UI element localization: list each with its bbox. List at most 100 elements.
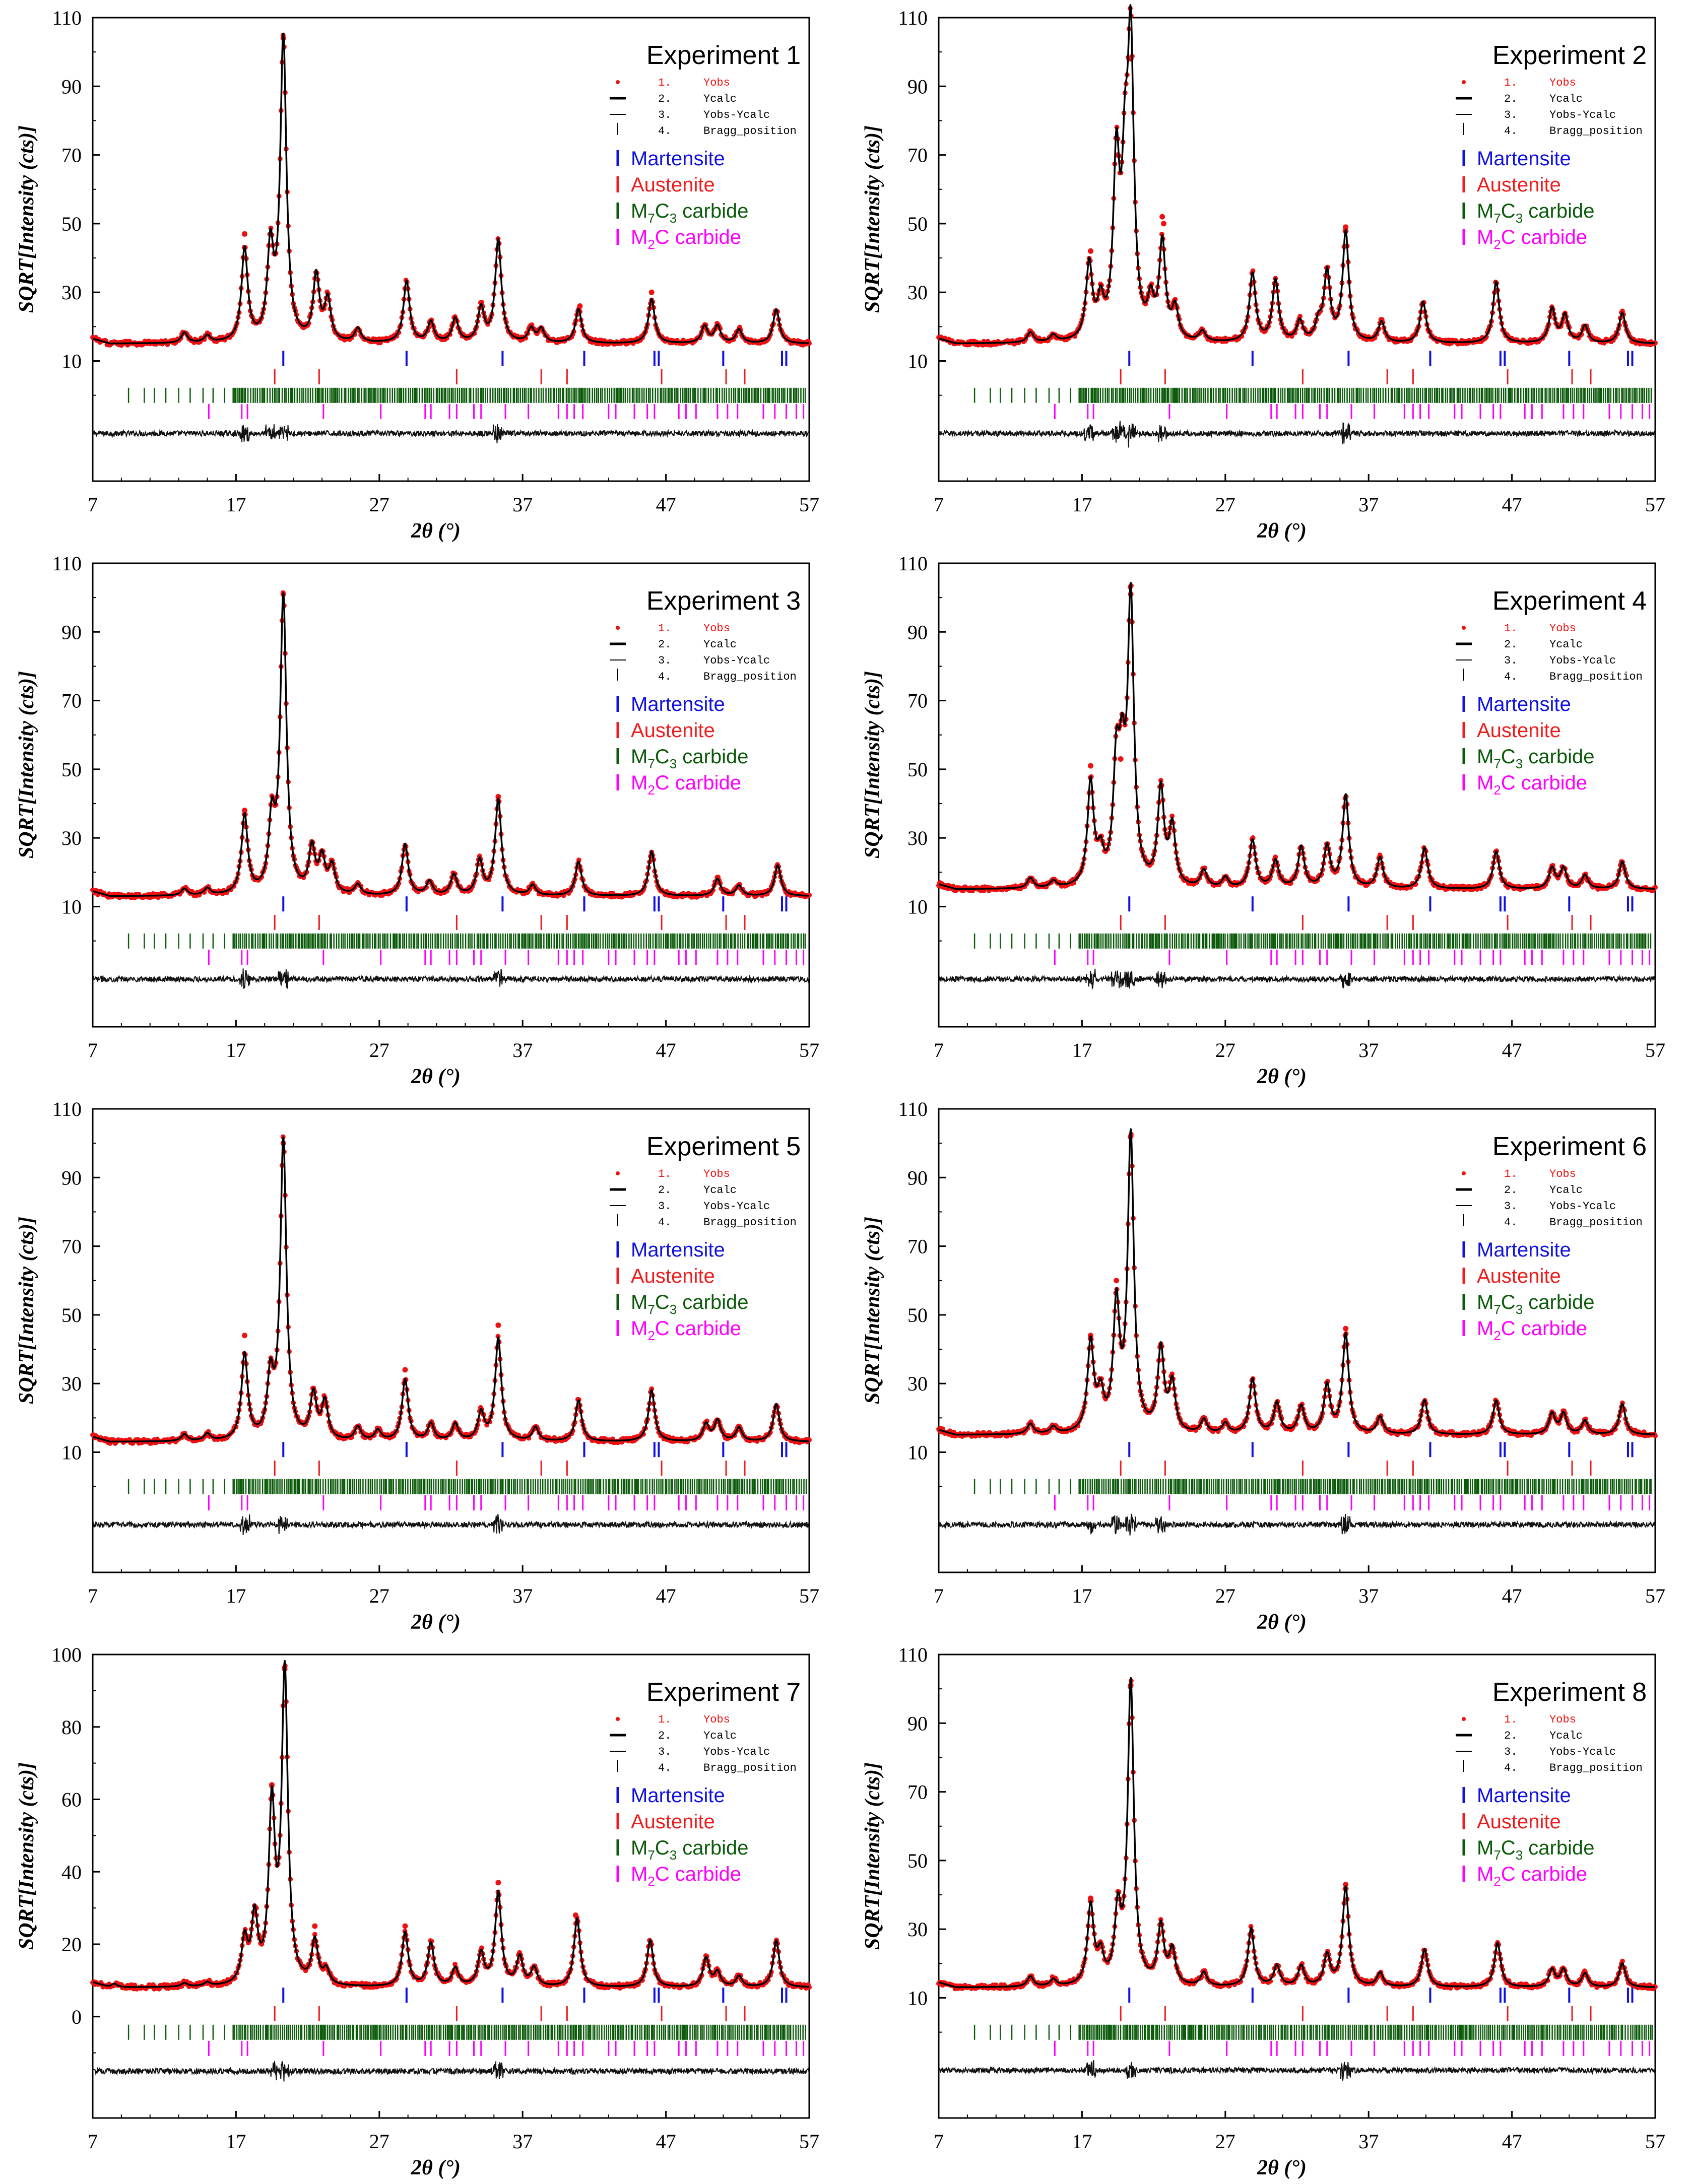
legend-c-text: C — [655, 1291, 670, 1313]
legend-subscript: 7 — [647, 756, 655, 771]
yobs-point — [1159, 214, 1165, 220]
yobs-point — [241, 808, 247, 814]
experiment-title: Experiment 3 — [646, 586, 801, 616]
yobs-point — [1087, 248, 1093, 254]
legend-phase-label-martensite: Martensite — [631, 1239, 725, 1261]
legend-obs-marker — [616, 1171, 620, 1175]
legend-obs-marker — [616, 80, 620, 84]
legend-series-label: Yobs — [703, 1168, 730, 1180]
legend-phase-label-martensite: Martensite — [631, 148, 725, 170]
legend-subscript: 3 — [1516, 211, 1523, 226]
y-axis-title: SQRT[Intensity (cts)] — [15, 1217, 38, 1404]
x-tick-label: 7 — [88, 1584, 98, 1607]
x-tick-label: 17 — [1072, 493, 1092, 516]
chart-panel-2: 10 30 50 70 90 110 7 17 27 37 47 57 2θ (°) SQRT[Inten… — [846, 0, 1692, 546]
x-axis-title: 2θ (°) — [1257, 1065, 1307, 1088]
y-tick-label: 30 — [61, 827, 82, 849]
yobs-point — [577, 303, 583, 309]
x-axis-title: 2θ (°) — [1257, 519, 1307, 543]
y-tick-label: 50 — [61, 213, 82, 235]
y-tick-label: 30 — [61, 281, 82, 304]
chart-panel-3: 10 30 50 70 90 110 7 17 27 37 47 57 2θ (°) SQRT[Inten… — [0, 546, 846, 1091]
legend-m-text: M — [1477, 746, 1493, 768]
ycalc-line — [938, 4, 1656, 345]
y-axis-title: SQRT[Intensity (cts)] — [861, 125, 884, 313]
y-tick-label: 30 — [907, 827, 928, 849]
y-tick-label: 110 — [52, 7, 82, 29]
legend-series-label: Yobs-Ycalc — [703, 109, 770, 121]
legend-series-number: 2. — [1504, 638, 1517, 651]
legend-suffix-text: carbide — [670, 1317, 741, 1340]
legend-m-text: M — [1477, 200, 1493, 222]
legend-phase-label-austenite: Austenite — [631, 174, 715, 196]
ycalc-line — [92, 32, 810, 345]
x-tick-label: 47 — [656, 493, 676, 516]
legend-series-number: 1. — [1504, 622, 1517, 635]
legend-m-text: M — [631, 226, 647, 248]
legend-series-number: 1. — [658, 77, 671, 89]
legend-series-label: Yobs — [1549, 77, 1576, 89]
legend-series-number: 3. — [658, 1200, 671, 1213]
yobs-points — [90, 1134, 812, 1446]
x-tick-label: 37 — [512, 1039, 533, 1062]
x-tick-label: 17 — [1072, 1039, 1092, 1062]
legend-subscript: 2 — [647, 237, 655, 252]
legend-phase-label-austenite: Austenite — [631, 1265, 715, 1287]
legend-m-text: M — [1477, 772, 1493, 794]
legend-suffix-text: carbide — [677, 1291, 748, 1313]
x-tick-label: 47 — [1502, 1039, 1522, 1062]
legend-series-label: Yobs-Ycalc — [1549, 654, 1616, 667]
legend-suffix-text: carbide — [670, 772, 741, 794]
legend-m-text: M — [631, 1317, 647, 1340]
legend-series-label: Yobs-Ycalc — [703, 654, 770, 667]
legend-series-label: Yobs — [703, 622, 730, 635]
legend-m-text: M — [631, 746, 647, 768]
legend-phase-label-m2c: M2C carbide — [631, 226, 741, 252]
x-tick-label: 57 — [1645, 1039, 1665, 1062]
y-tick-label: 70 — [907, 144, 928, 167]
y-tick-label: 10 — [907, 895, 928, 918]
x-tick-label: 27 — [369, 1039, 389, 1062]
legend-series-label: Bragg_position — [703, 1216, 797, 1229]
legend-subscript: 3 — [670, 756, 677, 771]
yobs-point — [495, 793, 501, 800]
ycalc-line — [92, 592, 810, 897]
yobs-point — [807, 341, 812, 346]
legend-series-number: 4. — [1504, 671, 1517, 683]
y-tick-label: 110 — [52, 1098, 82, 1120]
x-tick-label: 27 — [369, 493, 389, 516]
legend-series-label: Bragg_position — [1549, 671, 1643, 683]
difference-line — [92, 424, 810, 443]
chart-panel-4: 10 30 50 70 90 110 7 17 27 37 47 57 2θ (°) SQRT[Inten… — [846, 546, 1692, 1091]
legend-c-text: C — [655, 1317, 670, 1340]
y-tick-label: 110 — [52, 552, 82, 575]
y-axis-title: SQRT[Intensity (cts)] — [15, 125, 38, 313]
yobs-point — [1343, 224, 1349, 230]
legend-series-number: 3. — [658, 654, 671, 667]
y-axis-title: SQRT[Intensity (cts)] — [861, 671, 884, 858]
x-tick-label: 47 — [1502, 493, 1522, 516]
y-tick-label: 50 — [907, 758, 928, 781]
legend-series-label: Ycalc — [703, 93, 737, 105]
legend-series-label: Bragg_position — [703, 125, 797, 138]
legend-suffix-text: carbide — [1523, 200, 1594, 222]
yobs-point — [1297, 313, 1303, 319]
y-tick-label: 70 — [61, 144, 82, 167]
legend-obs-marker — [1462, 80, 1466, 84]
legend-phase-label-martensite: Martensite — [631, 693, 725, 715]
plot-frame — [92, 17, 810, 482]
yobs-point — [241, 231, 247, 237]
y-tick-label: 70 — [61, 1235, 82, 1258]
x-tick-label: 27 — [1215, 493, 1235, 516]
legend-subscript: 7 — [1493, 211, 1501, 226]
experiment-title: Experiment 1 — [646, 41, 801, 70]
legend-phase-label-m2c: M2C carbide — [1477, 226, 1587, 252]
y-tick-label: 30 — [61, 1372, 82, 1395]
experiment-title: Experiment 5 — [646, 1132, 801, 1161]
yobs-point — [1087, 763, 1093, 769]
x-axis-title: 2θ (°) — [411, 519, 461, 543]
legend-series-number: 4. — [658, 671, 671, 683]
